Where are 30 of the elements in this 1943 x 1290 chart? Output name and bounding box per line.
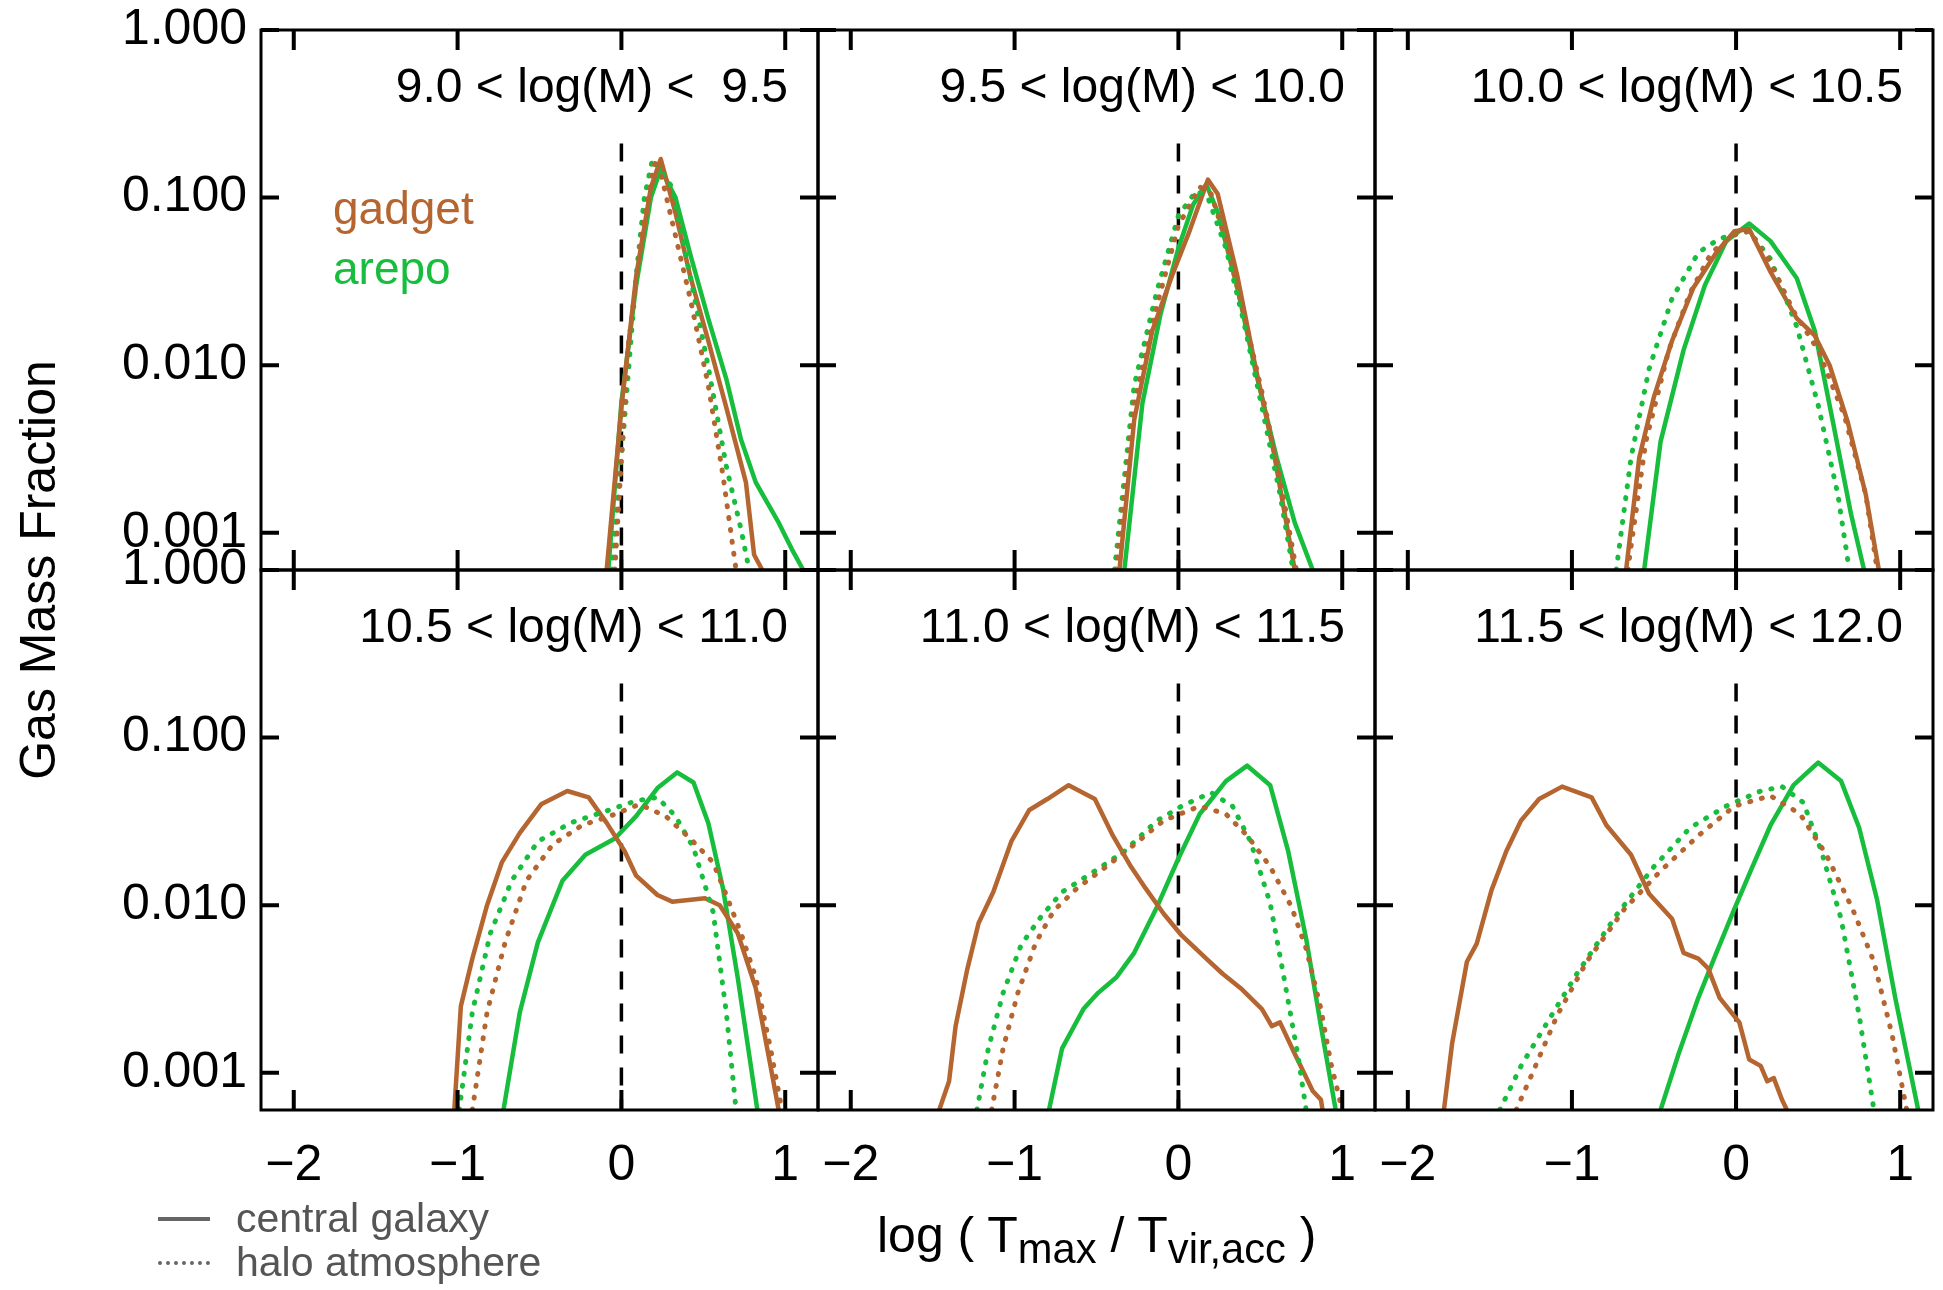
x-tick-label: −2 xyxy=(265,1134,323,1191)
y-tick-label: 1.000 xyxy=(121,0,247,55)
text: 10.5 < log(M) < 11.0 xyxy=(359,599,788,652)
text: 9.5 < log(M) < 10.0 xyxy=(939,59,1345,112)
text: halo atmosphere xyxy=(236,1239,542,1285)
y-tick-label: 0.100 xyxy=(121,706,247,763)
x-tick-label: 0 xyxy=(1164,1134,1193,1191)
text: arepo xyxy=(333,242,451,295)
text: 10.0 < log(M) < 10.5 xyxy=(1470,59,1903,112)
x-tick-label: −1 xyxy=(986,1134,1044,1191)
x-tick-label: 1 xyxy=(1886,1134,1915,1191)
y-tick-label: 0.010 xyxy=(121,333,247,390)
x-tick-label: −1 xyxy=(1543,1134,1601,1191)
x-tick-label: −1 xyxy=(429,1134,487,1191)
x-tick-label: 0 xyxy=(607,1134,636,1191)
x-tick-label: 1 xyxy=(1328,1134,1357,1191)
text: gadget xyxy=(333,182,474,235)
y-tick-label: 0.100 xyxy=(121,166,247,223)
y-axis-title: Gas Mass Fraction xyxy=(9,360,66,780)
y-tick-label: 0.010 xyxy=(121,873,247,930)
text: 11.0 < log(M) < 11.5 xyxy=(919,599,1345,652)
x-tick-label: 0 xyxy=(1722,1134,1750,1191)
text: 9.0 < log(M) < 9.5 xyxy=(395,59,788,112)
x-tick-label: −2 xyxy=(822,1134,880,1191)
text: 11.5 < log(M) < 12.0 xyxy=(1474,599,1903,652)
text: central galaxy xyxy=(236,1195,489,1241)
x-tick-label: 1 xyxy=(771,1134,800,1191)
x-tick-label: −2 xyxy=(1379,1134,1437,1191)
x-axis-title: log ( T$_{max}$ / T$_{vir,acc}$ ) xyxy=(877,1207,1317,1272)
y-tick-label: 0.001 xyxy=(121,1041,247,1098)
